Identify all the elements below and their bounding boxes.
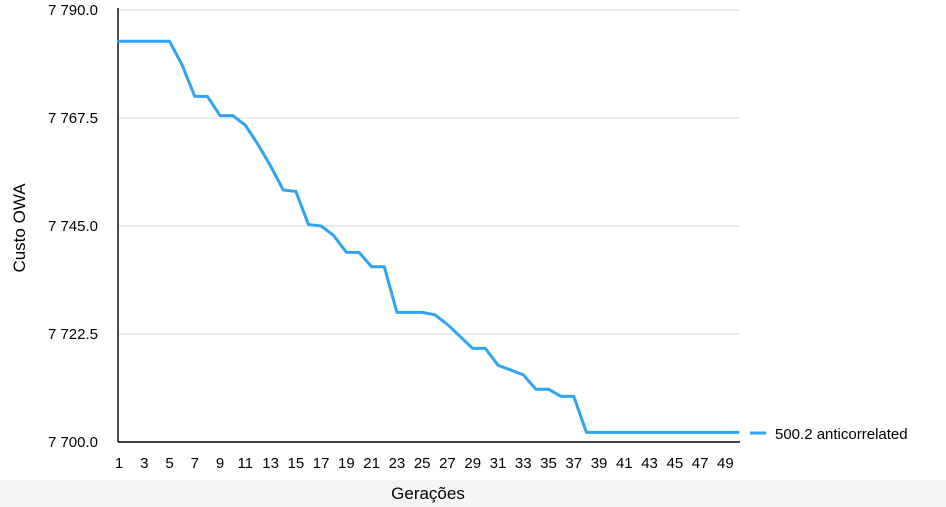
x-tick-labels: 1 3 5 7 9 11 13 15 17 19 21 23 25 27 29 31 33 35 37 39 41 43 4… (115, 455, 734, 472)
x-tick-label: 7 (191, 455, 199, 472)
legend-label: 500.2 anticorrelated (775, 426, 908, 443)
gridlines (118, 9, 740, 335)
y-tick-label: 7 700.0 (48, 434, 98, 451)
x-tick-label: 43 (641, 455, 658, 472)
x-tick-label: 15 (288, 455, 305, 472)
x-tick-label: 41 (616, 455, 633, 472)
x-tick-label: 23 (389, 455, 406, 472)
legend: 500.2 anticorrelated (750, 426, 908, 443)
x-tick-label: 49 (717, 455, 734, 472)
x-tick-label: 19 (338, 455, 355, 472)
bottom-strip (0, 480, 946, 507)
x-tick-label: 39 (591, 455, 608, 472)
x-tick-label: 17 (313, 455, 330, 472)
y-tick-labels: 7 700.0 7 722.5 7 745.0 7 767.5 7 790.0 (48, 2, 98, 451)
x-tick-label: 1 (115, 455, 123, 472)
x-tick-label: 33 (515, 455, 532, 472)
x-tick-label: 11 (238, 455, 254, 472)
series-layer (117, 39, 740, 434)
x-tick-label: 31 (490, 455, 507, 472)
x-tick-label: 3 (140, 455, 148, 472)
x-tick-label: 5 (165, 455, 173, 472)
x-tick-label: 37 (565, 455, 582, 472)
x-axis-title: Gerações (391, 484, 465, 503)
x-tick-label: 35 (540, 455, 557, 472)
y-tick-label: 7 722.5 (48, 326, 98, 343)
series-line (117, 39, 740, 434)
x-tick-label: 45 (666, 455, 683, 472)
x-tick-label: 9 (216, 455, 224, 472)
x-tick-label: 47 (692, 455, 709, 472)
y-tick-label: 7 767.5 (48, 110, 98, 127)
x-tick-label: 21 (363, 455, 380, 472)
y-axis-title: Custo OWA (10, 183, 29, 273)
x-tick-label: 27 (439, 455, 456, 472)
x-tick-label: 13 (262, 455, 279, 472)
y-tick-label: 7 790.0 (48, 2, 98, 19)
y-tick-label: 7 745.0 (48, 218, 98, 235)
x-tick-label: 29 (464, 455, 481, 472)
x-tick-label: 25 (414, 455, 431, 472)
